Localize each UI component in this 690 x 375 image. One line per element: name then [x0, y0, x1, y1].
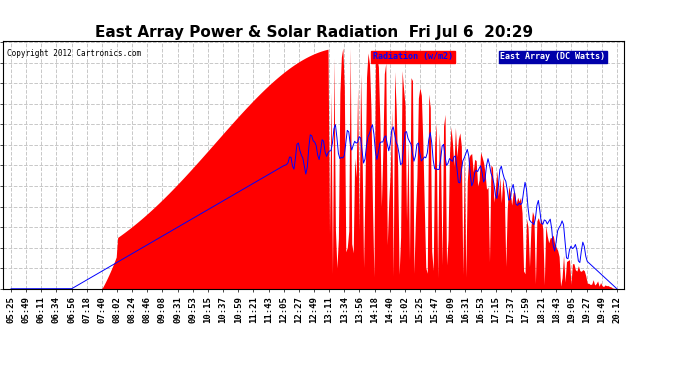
- Text: Copyright 2012 Cartronics.com: Copyright 2012 Cartronics.com: [7, 49, 141, 58]
- Title: East Array Power & Solar Radiation  Fri Jul 6  20:29: East Array Power & Solar Radiation Fri J…: [95, 25, 533, 40]
- Text: East Array (DC Watts): East Array (DC Watts): [500, 53, 605, 62]
- Text: Radiation (w/m2): Radiation (w/m2): [373, 53, 453, 62]
